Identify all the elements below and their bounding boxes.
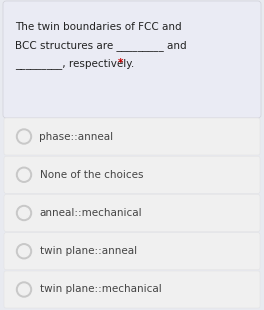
- Circle shape: [16, 282, 31, 297]
- Text: None of the choices: None of the choices: [40, 170, 143, 180]
- FancyBboxPatch shape: [4, 194, 260, 232]
- Circle shape: [18, 169, 30, 180]
- Circle shape: [18, 284, 30, 295]
- Circle shape: [16, 244, 31, 259]
- Circle shape: [18, 207, 30, 219]
- FancyBboxPatch shape: [3, 1, 261, 118]
- Circle shape: [18, 246, 30, 257]
- Text: The twin boundaries of FCC and: The twin boundaries of FCC and: [15, 22, 182, 32]
- Circle shape: [16, 206, 31, 220]
- Circle shape: [18, 131, 30, 142]
- Text: twin plane::anneal: twin plane::anneal: [40, 246, 137, 256]
- FancyBboxPatch shape: [4, 233, 260, 270]
- FancyBboxPatch shape: [4, 118, 260, 155]
- Text: phase::anneal: phase::anneal: [40, 131, 114, 141]
- FancyBboxPatch shape: [4, 156, 260, 193]
- Circle shape: [16, 129, 31, 144]
- Text: _________, respectively.: _________, respectively.: [15, 58, 138, 69]
- Text: *: *: [118, 58, 123, 68]
- Circle shape: [16, 167, 31, 182]
- Text: anneal::mechanical: anneal::mechanical: [40, 208, 142, 218]
- Text: BCC structures are _________ and: BCC structures are _________ and: [15, 40, 187, 51]
- FancyBboxPatch shape: [4, 271, 260, 308]
- Text: twin plane::mechanical: twin plane::mechanical: [40, 285, 161, 294]
